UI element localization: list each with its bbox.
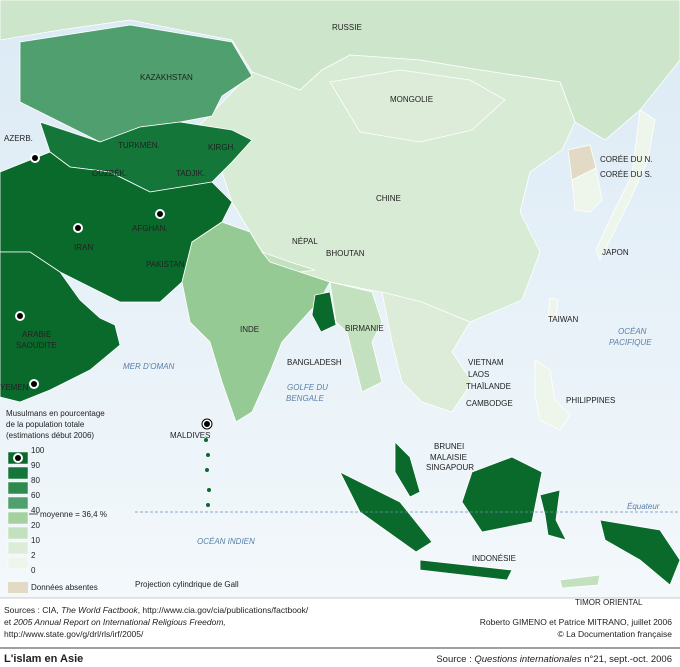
country-label: PHILIPPINES (566, 396, 615, 405)
country-label: THAÏLANDE (466, 382, 511, 391)
country-label: BRUNEI (434, 442, 464, 451)
land (0, 0, 680, 589)
legend-swatch (7, 541, 29, 555)
country-label: CHINE (376, 194, 401, 203)
legend-average: moyenne = 36,4 % (40, 510, 107, 519)
legend-swatch (7, 496, 29, 510)
legend-tick-label: 0 (31, 566, 36, 575)
legend-tick-label: 80 (31, 476, 40, 485)
text: et (4, 617, 13, 627)
country-label: MONGOLIE (390, 95, 433, 104)
legend-tick-label: 60 (31, 491, 40, 500)
country-label: CORÉE DU S. (600, 170, 652, 179)
legend-title: (estimations début 2006) (6, 431, 94, 440)
country-label: TAIWAN (548, 315, 578, 324)
legend-swatch (7, 481, 29, 495)
country-label: LAOS (468, 370, 489, 379)
text: Questions internationales (474, 654, 581, 665)
legend-tick-label: 10 (31, 536, 40, 545)
country-label: SAOUDITE (16, 341, 57, 350)
country-label: MALDIVES (170, 431, 210, 440)
projection-note: Projection cylindrique de Gall (135, 580, 239, 589)
text: The World Factbook (61, 605, 138, 615)
country-label: AZERB. (4, 134, 33, 143)
country-label: OUZBÉK. (92, 169, 127, 178)
country-label: RUSSIE (332, 23, 362, 32)
legend-tick-label: 40 (31, 506, 40, 515)
majority-markers (15, 153, 213, 430)
country-label: KIRGH. (208, 143, 236, 152)
text: Sources : CIA, (4, 605, 61, 615)
country-label: BANGLADESH (287, 358, 342, 367)
legend-title: de la population totale (6, 420, 85, 429)
legend-missing: Données absentes (31, 583, 98, 592)
legend-swatch (8, 582, 28, 593)
maldives-islands (204, 438, 211, 507)
country-label: YEMEN (0, 383, 29, 392)
text: Source : (436, 654, 474, 665)
country-label: TIMOR ORIENTAL (575, 598, 643, 607)
sources-line: et 2005 Annual Report on International R… (4, 617, 226, 627)
page-title: L'islam en Asie (4, 653, 83, 665)
country-label: AFGHAN. (132, 224, 168, 233)
sea-label: PACIFIQUE (609, 338, 652, 347)
text: n°21, sept.-oct. 2006 (582, 654, 672, 665)
legend-tick-label: 100 (31, 446, 45, 455)
country-label: TURKMÉN. (118, 141, 160, 150)
text: , http://www.cia.gov/cia/publications/fa… (138, 605, 309, 615)
country-label: CORÉE DU N. (600, 155, 652, 164)
legend-marker (15, 455, 21, 461)
equator-label: Équateur (627, 502, 660, 511)
legend-swatch (7, 526, 29, 540)
legend-swatch (7, 466, 29, 480)
country-label: VIETNAM (468, 358, 504, 367)
legend-tick-label: 2 (31, 551, 36, 560)
credit: Roberto GIMENO et Patrice MITRANO, juill… (480, 617, 673, 627)
legend-swatch (7, 556, 29, 570)
legend-tick-label: 90 (31, 461, 40, 470)
country-label: INDONÉSIE (472, 554, 516, 563)
country-label: INDE (240, 325, 259, 334)
country-label: TADJIK. (176, 169, 205, 178)
legend: Musulmans en pourcentage de la populatio… (6, 409, 239, 593)
sea-label: OCÉAN (618, 327, 647, 336)
sources-line: http://www.state.gov/g/drl/rls/irf/2005/ (4, 629, 144, 639)
country-label: NÉPAL (292, 237, 318, 246)
country-label: KAZAKHSTAN (140, 73, 193, 82)
country-label: PAKISTAN (146, 260, 185, 269)
country-label: ARABIE (22, 330, 51, 339)
sources-line: Sources : CIA, The World Factbook, http:… (4, 605, 309, 615)
sea-label: GOLFE DU (287, 383, 328, 392)
country-label: MALAISIE (430, 453, 467, 462)
page-source: Source : Questions internationales n°21,… (436, 654, 672, 665)
credit: © La Documentation française (558, 629, 673, 639)
country-label: IRAN (74, 243, 93, 252)
country-label: SINGAPOUR (426, 463, 474, 472)
legend-swatch (7, 511, 29, 525)
text: 2005 Annual Report on International Reli… (12, 617, 225, 627)
sea-label: OCÉAN INDIEN (197, 537, 255, 546)
map-labels: RUSSIE KAZAKHSTAN MONGOLIE AZERB. TURKMÉ… (0, 23, 660, 607)
country-label: JAPON (602, 248, 629, 257)
country-label: CAMBODGE (466, 399, 513, 408)
country-label: BHOUTAN (326, 249, 365, 258)
country-label: BIRMANIE (345, 324, 384, 333)
legend-tick-label: 20 (31, 521, 40, 530)
legend-title: Musulmans en pourcentage (6, 409, 105, 418)
sea-label: BENGALE (286, 394, 324, 403)
sea-label: MER D'OMAN (123, 362, 175, 371)
